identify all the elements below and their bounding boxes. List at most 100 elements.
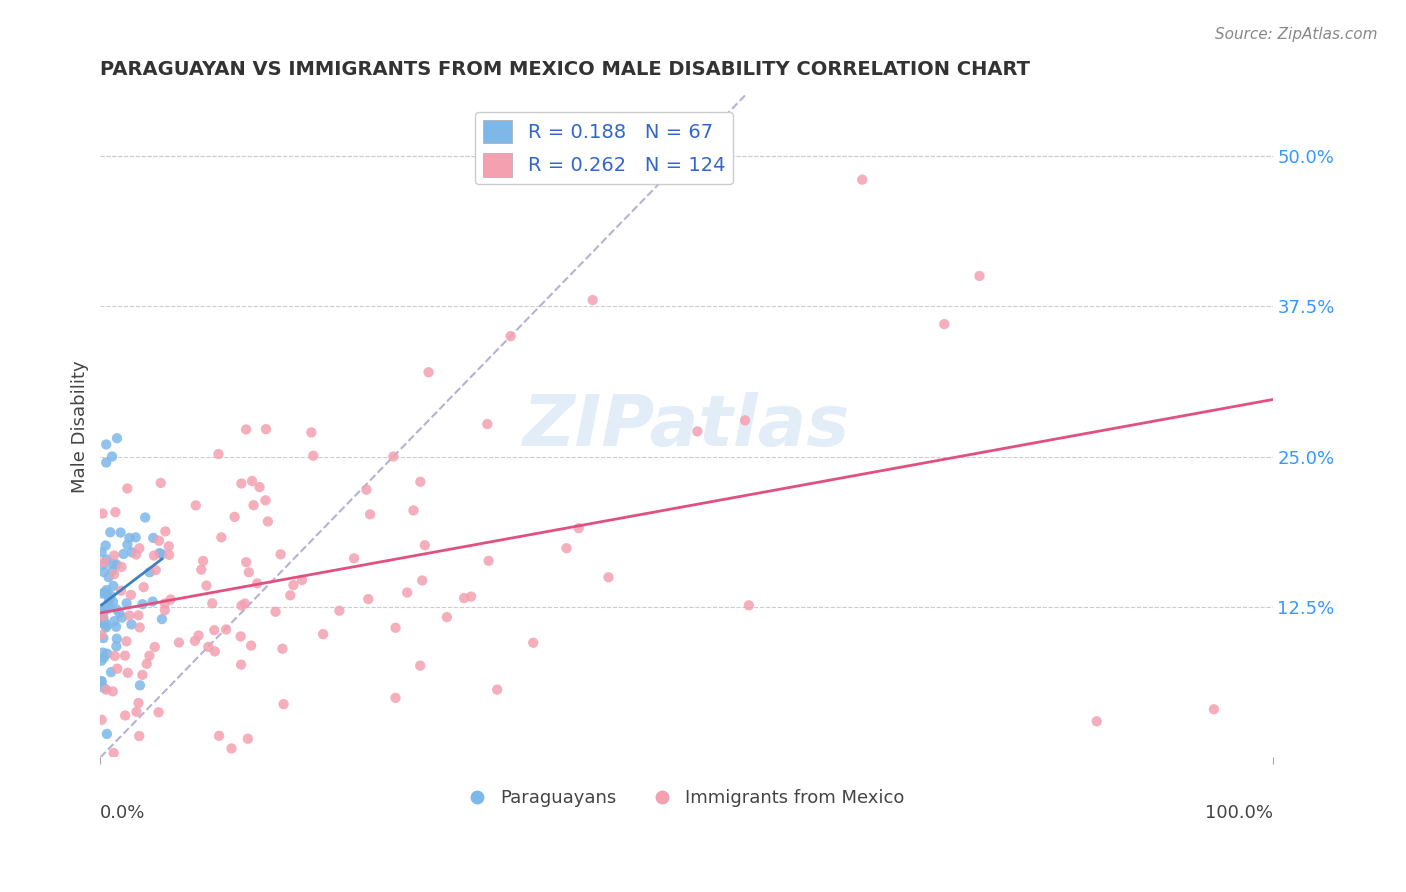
Immigrants from Mexico [197, 640, 219, 654]
Immigrants from Mexico [302, 449, 325, 463]
Immigrants from Mexico [153, 603, 176, 617]
Paraguayans [98, 525, 121, 540]
Immigrants from Mexico [114, 708, 136, 723]
Immigrants from Mexico [215, 623, 238, 637]
Immigrants from Mexico [131, 668, 153, 682]
Paraguayans [105, 620, 128, 634]
Paraguayans [138, 566, 160, 580]
Text: ZIPatlas: ZIPatlas [523, 392, 851, 461]
Immigrants from Mexico [145, 563, 167, 577]
Immigrants from Mexico [229, 657, 252, 672]
Immigrants from Mexico [103, 549, 125, 563]
Immigrants from Mexico [236, 731, 259, 746]
Immigrants from Mexico [477, 417, 499, 431]
Paraguayans [90, 674, 112, 689]
Immigrants from Mexico [356, 483, 378, 497]
Immigrants from Mexico [103, 746, 125, 760]
Paraguayans [105, 558, 128, 572]
Immigrants from Mexico [127, 608, 149, 623]
Immigrants from Mexico [231, 476, 253, 491]
Immigrants from Mexico [402, 503, 425, 517]
Paraguayans [101, 564, 124, 578]
Immigrants from Mexico [207, 447, 229, 461]
Immigrants from Mexico [249, 480, 271, 494]
Paraguayans [97, 599, 120, 613]
Paraguayans [93, 604, 115, 618]
Immigrants from Mexico [153, 597, 176, 611]
Immigrants from Mexico [254, 493, 277, 508]
Immigrants from Mexico [148, 705, 170, 719]
Immigrants from Mexico [91, 609, 114, 624]
Legend: Paraguayans, Immigrants from Mexico: Paraguayans, Immigrants from Mexico [461, 782, 912, 814]
Immigrants from Mexico [271, 641, 294, 656]
Immigrants from Mexico [204, 644, 226, 658]
Paraguayans [90, 674, 112, 689]
Immigrants from Mexico [486, 682, 509, 697]
Immigrants from Mexico [343, 551, 366, 566]
Paraguayans [142, 531, 165, 545]
Immigrants from Mexico [96, 682, 118, 697]
Immigrants from Mexico [184, 633, 207, 648]
Immigrants from Mexico [291, 573, 314, 587]
Immigrants from Mexico [478, 554, 501, 568]
Immigrants from Mexico [278, 588, 301, 602]
Immigrants from Mexico [1202, 702, 1225, 716]
Immigrants from Mexico [384, 690, 406, 705]
Immigrants from Mexico [738, 599, 761, 613]
Paraguayans [101, 595, 124, 609]
Paraguayans [100, 665, 122, 680]
Immigrants from Mexico [246, 576, 269, 591]
Immigrants from Mexico [409, 658, 432, 673]
Immigrants from Mexico [117, 665, 139, 680]
Paraguayans [96, 618, 118, 632]
Immigrants from Mexico [128, 541, 150, 556]
Paraguayans [112, 547, 135, 561]
Immigrants from Mexico [254, 422, 277, 436]
Paraguayans [120, 617, 142, 632]
Immigrants from Mexico [460, 590, 482, 604]
Immigrants from Mexico [235, 422, 257, 436]
Immigrants from Mexico [568, 521, 591, 535]
Immigrants from Mexico [231, 599, 253, 613]
Paraguayans [134, 510, 156, 524]
Immigrants from Mexico [191, 554, 214, 568]
Paraguayans [93, 650, 115, 665]
Immigrants from Mexico [734, 413, 756, 427]
Paraguayans [103, 579, 125, 593]
Paraguayans [93, 586, 115, 600]
Immigrants from Mexico [851, 172, 873, 186]
Paraguayans [96, 437, 118, 451]
Immigrants from Mexico [120, 588, 142, 602]
Immigrants from Mexico [125, 548, 148, 562]
Immigrants from Mexico [148, 533, 170, 548]
Immigrants from Mexico [159, 592, 181, 607]
Immigrants from Mexico [270, 547, 292, 561]
Immigrants from Mexico [235, 555, 257, 569]
Paraguayans [93, 681, 115, 696]
Immigrants from Mexico [125, 705, 148, 719]
Immigrants from Mexico [128, 620, 150, 634]
Text: 100.0%: 100.0% [1205, 804, 1272, 822]
Immigrants from Mexico [157, 539, 180, 553]
Immigrants from Mexico [264, 605, 287, 619]
Immigrants from Mexico [128, 696, 150, 710]
Immigrants from Mexico [238, 566, 260, 580]
Paraguayans [94, 539, 117, 553]
Immigrants from Mexico [190, 563, 212, 577]
Immigrants from Mexico [934, 317, 956, 331]
Paraguayans [150, 547, 173, 561]
Paraguayans [96, 727, 118, 741]
Paraguayans [108, 607, 131, 621]
Immigrants from Mexico [240, 639, 263, 653]
Paraguayans [96, 587, 118, 601]
Paraguayans [94, 620, 117, 634]
Text: 0.0%: 0.0% [100, 804, 146, 822]
Paraguayans [111, 610, 134, 624]
Immigrants from Mexico [149, 475, 172, 490]
Paraguayans [105, 431, 128, 445]
Paraguayans [121, 545, 143, 559]
Immigrants from Mexico [522, 636, 544, 650]
Immigrants from Mexico [115, 634, 138, 648]
Paraguayans [91, 611, 114, 625]
Immigrants from Mexico [411, 574, 433, 588]
